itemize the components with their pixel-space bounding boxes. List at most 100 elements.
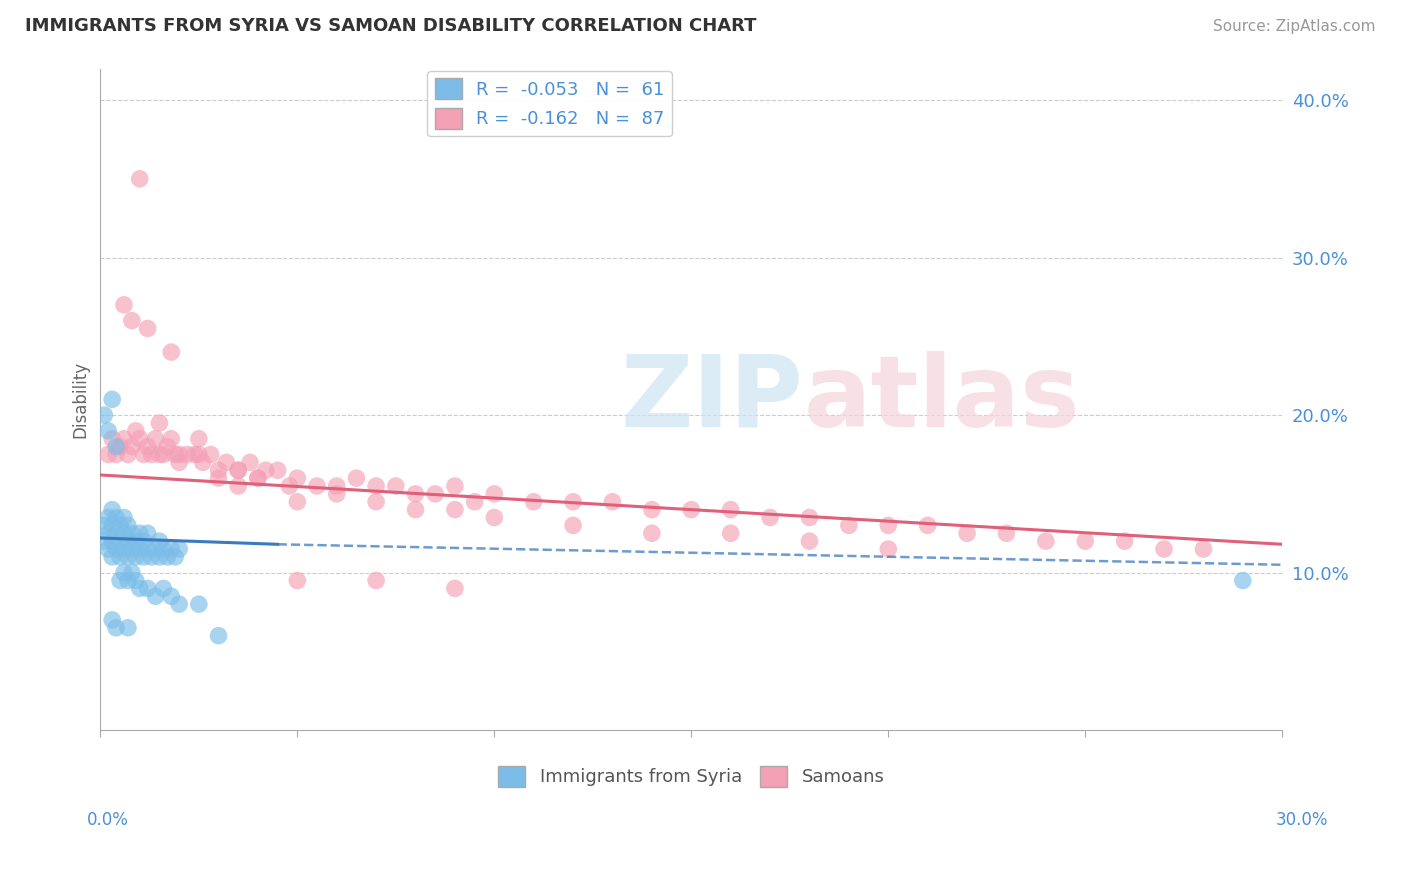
Point [121, 440, 143, 454]
Point [366, 479, 388, 493]
Point [117, 621, 139, 635]
Point [325, 487, 347, 501]
Point [128, 432, 150, 446]
Point [484, 487, 506, 501]
Point [148, 448, 170, 462]
Point [278, 479, 301, 493]
Point [444, 582, 467, 596]
Point [1035, 534, 1057, 549]
Point [121, 566, 143, 580]
Point [108, 534, 131, 549]
Point [101, 549, 124, 564]
Point [484, 510, 506, 524]
Point [167, 597, 190, 611]
Point [101, 392, 124, 407]
Point [125, 549, 148, 564]
Text: 30.0%: 30.0% [1277, 811, 1329, 829]
Point [285, 471, 308, 485]
Point [160, 432, 183, 446]
Point [136, 321, 159, 335]
Point [145, 541, 167, 556]
Point [285, 574, 308, 588]
Point [101, 502, 124, 516]
Point [720, 502, 742, 516]
Point [917, 518, 939, 533]
Point [108, 518, 131, 533]
Point [105, 541, 128, 556]
Point [128, 582, 150, 596]
Point [305, 479, 328, 493]
Point [160, 541, 183, 556]
Point [136, 582, 159, 596]
Point [112, 432, 135, 446]
Point [132, 534, 155, 549]
Point [184, 448, 207, 462]
Point [325, 479, 347, 493]
Point [215, 455, 238, 469]
Point [148, 534, 170, 549]
Point [93, 534, 115, 549]
Point [121, 541, 143, 556]
Point [956, 526, 979, 541]
Point [187, 597, 209, 611]
Point [112, 541, 135, 556]
Point [108, 440, 131, 454]
Point [562, 518, 585, 533]
Text: 0.0%: 0.0% [87, 811, 129, 829]
Point [145, 432, 167, 446]
Point [877, 518, 900, 533]
Point [239, 455, 262, 469]
Point [132, 448, 155, 462]
Point [720, 526, 742, 541]
Point [136, 526, 159, 541]
Point [464, 495, 486, 509]
Point [799, 534, 821, 549]
Point [176, 448, 198, 462]
Point [425, 487, 447, 501]
Point [105, 526, 128, 541]
Point [254, 463, 277, 477]
Point [641, 526, 664, 541]
Point [125, 574, 148, 588]
Point [200, 448, 222, 462]
Point [112, 566, 135, 580]
Point [152, 582, 174, 596]
Text: IMMIGRANTS FROM SYRIA VS SAMOAN DISABILITY CORRELATION CHART: IMMIGRANTS FROM SYRIA VS SAMOAN DISABILI… [25, 17, 756, 35]
Point [167, 448, 190, 462]
Point [156, 440, 179, 454]
Point [97, 448, 120, 462]
Point [128, 541, 150, 556]
Point [1192, 541, 1215, 556]
Point [101, 613, 124, 627]
Point [838, 518, 860, 533]
Point [108, 574, 131, 588]
Point [759, 510, 782, 524]
Point [97, 526, 120, 541]
Point [93, 408, 115, 422]
Point [117, 574, 139, 588]
Point [97, 541, 120, 556]
Point [523, 495, 546, 509]
Point [105, 440, 128, 454]
Point [1074, 534, 1097, 549]
Point [995, 526, 1018, 541]
Point [405, 487, 427, 501]
Point [117, 518, 139, 533]
Point [444, 502, 467, 516]
Point [97, 424, 120, 438]
Point [152, 448, 174, 462]
Point [108, 549, 131, 564]
Point [246, 471, 269, 485]
Point [246, 471, 269, 485]
Point [105, 510, 128, 524]
Point [101, 518, 124, 533]
Point [128, 526, 150, 541]
Point [121, 313, 143, 327]
Point [562, 495, 585, 509]
Point [156, 549, 179, 564]
Point [602, 495, 624, 509]
Point [136, 541, 159, 556]
Text: Source: ZipAtlas.com: Source: ZipAtlas.com [1212, 20, 1375, 34]
Point [366, 574, 388, 588]
Point [877, 541, 900, 556]
